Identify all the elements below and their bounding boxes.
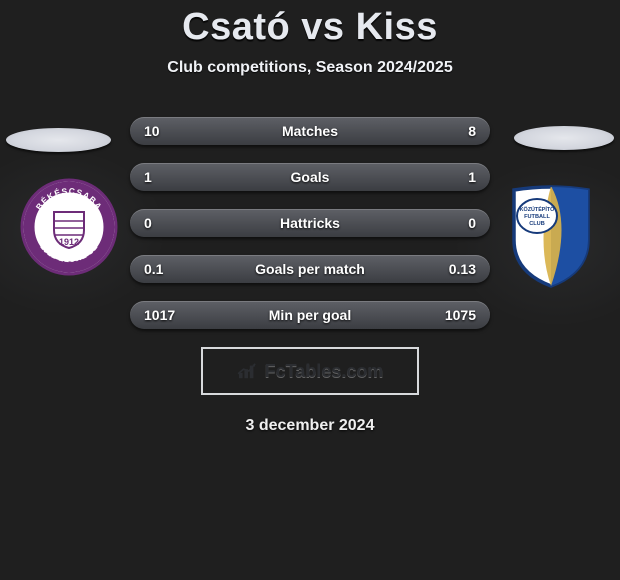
subtitle: Club competitions, Season 2024/2025	[0, 59, 620, 77]
stat-label: Hattricks	[130, 215, 490, 231]
stat-right-value: 8	[468, 123, 476, 139]
stat-row-hattricks: 0 Hattricks 0	[130, 209, 490, 237]
brand-box: FcTables.com	[201, 347, 419, 395]
svg-text:CLUB: CLUB	[529, 221, 545, 227]
stat-right-value: 0	[468, 215, 476, 231]
stat-label: Matches	[130, 123, 490, 139]
stat-label: Min per goal	[130, 307, 490, 323]
shield-icon: BÉKÉSCSABA 1912 ELŐRE SE 1912	[20, 178, 118, 276]
stat-label: Goals per match	[130, 261, 490, 277]
bar-chart-icon	[237, 362, 259, 380]
stat-row-min-per-goal: 1017 Min per goal 1075	[130, 301, 490, 329]
stat-left-value: 0.1	[144, 261, 163, 277]
stat-right-value: 0.13	[449, 261, 476, 277]
brand-text: FcTables.com	[265, 361, 384, 382]
stat-left-value: 0	[144, 215, 152, 231]
stat-row-goals: 1 Goals 1	[130, 163, 490, 191]
page-title: Csató vs Kiss	[0, 0, 620, 49]
svg-text:1912: 1912	[59, 237, 79, 247]
club-badge-right: KÖZÚTÉPÍTŐ FUTBALL CLUB	[502, 184, 600, 293]
generation-date: 3 december 2024	[0, 417, 620, 435]
stat-right-value: 1	[468, 169, 476, 185]
stat-label: Goals	[130, 169, 490, 185]
player-right-placeholder	[514, 126, 614, 150]
club-badge-left: BÉKÉSCSABA 1912 ELŐRE SE 1912	[20, 178, 118, 281]
stat-row-matches: 10 Matches 8	[130, 117, 490, 145]
stat-left-value: 10	[144, 123, 160, 139]
player-left-placeholder	[6, 128, 111, 152]
stat-row-goals-per-match: 0.1 Goals per match 0.13	[130, 255, 490, 283]
stat-left-value: 1	[144, 169, 152, 185]
svg-text:KÖZÚTÉPÍTŐ: KÖZÚTÉPÍTŐ	[520, 205, 555, 213]
stat-left-value: 1017	[144, 307, 175, 323]
stat-right-value: 1075	[445, 307, 476, 323]
stats-panel: 10 Matches 8 1 Goals 1 0 Hattricks 0 0.1…	[130, 117, 490, 329]
shield-icon: KÖZÚTÉPÍTŐ FUTBALL CLUB	[502, 184, 600, 288]
svg-text:FUTBALL: FUTBALL	[524, 214, 550, 220]
